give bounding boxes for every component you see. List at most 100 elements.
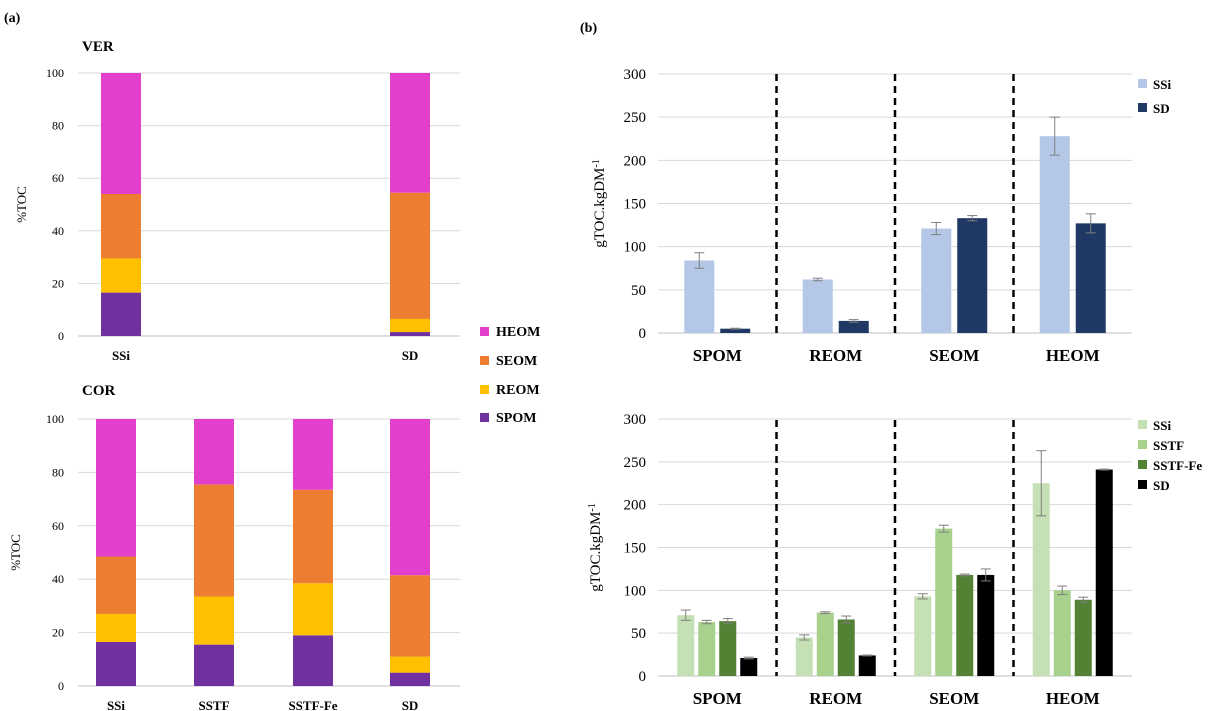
y-tick-label: 80	[52, 465, 64, 479]
legend-swatch-reom	[480, 385, 489, 394]
chart-cor: 0 20 40 60 80 100 %TOC SSi SSTF SSTF-Fe SD	[8, 412, 460, 711]
y-tick-label: 100	[46, 66, 64, 80]
bar-seom-ssi	[921, 228, 952, 333]
y-tick-label: 0	[58, 329, 64, 343]
bar-reom-ssi	[795, 637, 813, 676]
legend-label-seom: SEOM	[496, 354, 537, 369]
legend-swatch-heom	[480, 327, 489, 336]
bar-reom-sstf-fe	[837, 619, 855, 676]
bar-ssi-reom	[96, 613, 136, 642]
x-tick-label: SPOM	[693, 689, 742, 708]
y-tick-label: 300	[624, 67, 647, 83]
panel-b-label: (b)	[580, 21, 597, 36]
bar-seom-ssi	[914, 596, 932, 676]
bar-sd-reom	[390, 656, 430, 673]
bar-spom-ssi	[677, 615, 695, 676]
y-tick-label: 50	[631, 283, 646, 299]
bar-spom-sstf-fe	[719, 621, 737, 676]
x-tick-label: SSTF	[198, 698, 229, 711]
bar-heom-sstf	[1053, 590, 1071, 676]
bar-sd-reom	[390, 318, 430, 333]
y-tick-label: 200	[624, 498, 647, 514]
legend-swatch-sstf	[1138, 440, 1147, 449]
legend-swatch-seom	[480, 356, 489, 365]
x-tick-label: REOM	[809, 689, 862, 708]
y-tick-label: 60	[52, 519, 64, 533]
bar-reom-sstf	[816, 612, 834, 676]
x-tick-label: HEOM	[1046, 346, 1100, 365]
y-tick-label: 80	[52, 119, 64, 133]
y-axis-label: %TOC	[14, 186, 29, 223]
legend-fractions: HEOM SEOM REOM SPOM	[480, 325, 540, 426]
bar-heom-sd	[1095, 469, 1113, 676]
bar-ssi-reom	[101, 258, 141, 293]
x-tick-label: SPOM	[693, 346, 742, 365]
bar-sstf-fe-heom	[293, 419, 333, 490]
bar-ssi-spom	[96, 641, 136, 686]
y-axis-label: gTOC.kgDM-1	[591, 159, 609, 248]
bar-sstf-reom	[194, 596, 234, 645]
bar-ssi-heom	[96, 419, 136, 557]
bar-sd-seom	[390, 575, 430, 657]
x-tick-label: SD	[402, 698, 419, 711]
x-tick-label: REOM	[809, 346, 862, 365]
legend-label-sd: SD	[1153, 101, 1170, 116]
y-tick-label: 50	[631, 626, 646, 642]
x-tick-label: SSTF-Fe	[288, 698, 337, 711]
legend-label-sstf: SSTF	[1153, 438, 1184, 453]
chart-b-bottom: 0 50 100 150 200 250 300 gTOC.kgDM-1 SPOM REOM SEO…	[587, 412, 1203, 708]
legend-swatch-ssi	[1138, 79, 1147, 88]
y-tick-label: 20	[52, 276, 64, 290]
legend-label-sstf-fe: SSTF-Fe	[1153, 458, 1202, 473]
y-tick-label: 100	[624, 240, 647, 256]
bar-sd-seom	[390, 192, 430, 319]
bar-sstf-seom	[194, 484, 234, 597]
bar-sd-spom	[390, 672, 430, 686]
bar-spom-ssi	[684, 260, 715, 333]
y-tick-label: 300	[624, 412, 647, 428]
bar-seom-sstf	[935, 528, 953, 676]
legend-label-heom: HEOM	[496, 325, 540, 340]
chart-b-top: 0 50 100 150 200 250 300 gTOC.kgDM-1 SPOM REOM SEO…	[591, 67, 1172, 365]
x-tick-label: SD	[402, 348, 419, 363]
y-tick-label: 100	[46, 412, 64, 426]
bar-sstf-heom	[194, 419, 234, 485]
x-tick-label: SSi	[107, 698, 125, 711]
bar-sd-heom	[390, 419, 430, 576]
y-axis-label-exponent: -1	[587, 503, 598, 511]
bar-ssi-seom	[101, 193, 141, 259]
bar-seom-sstf-fe	[956, 574, 974, 676]
legend-swatch-sstf-fe	[1138, 460, 1147, 469]
y-tick-label: 200	[624, 153, 647, 169]
y-tick-label: 250	[624, 110, 647, 126]
y-tick-label: 0	[58, 679, 64, 693]
bar-reom-ssi	[802, 279, 833, 333]
y-tick-label: 0	[639, 669, 647, 685]
y-axis-label: gTOC.kgDM-1	[587, 503, 605, 592]
bar-reom-sd	[838, 320, 869, 333]
bar-sd-spom	[390, 332, 430, 336]
bar-seom-sd	[977, 574, 995, 676]
bar-ssi-heom	[101, 73, 141, 194]
y-tick-label: 0	[639, 326, 647, 342]
bar-heom-ssi	[1032, 483, 1050, 676]
bar-spom-sstf	[698, 622, 716, 676]
legend-swatch-sd	[1138, 480, 1147, 489]
legend-swatch-sd	[1138, 103, 1147, 112]
y-tick-label: 40	[52, 572, 64, 586]
ver-chart-title: VER	[82, 39, 114, 55]
bar-heom-sstf-fe	[1074, 599, 1092, 676]
bar-heom-sd	[1075, 223, 1106, 333]
bar-spom-sd	[740, 658, 758, 676]
x-tick-label: HEOM	[1046, 689, 1100, 708]
y-tick-label: 20	[52, 626, 64, 640]
bar-heom-ssi	[1039, 136, 1070, 333]
bar-ssi-seom	[96, 556, 136, 614]
y-tick-label: 250	[624, 455, 647, 471]
y-tick-label: 40	[52, 224, 64, 238]
bar-sstf-fe-seom	[293, 489, 333, 584]
cor-chart-title: COR	[82, 383, 116, 399]
bar-sd-heom	[390, 73, 430, 193]
panel-a-label: (a)	[4, 11, 21, 26]
